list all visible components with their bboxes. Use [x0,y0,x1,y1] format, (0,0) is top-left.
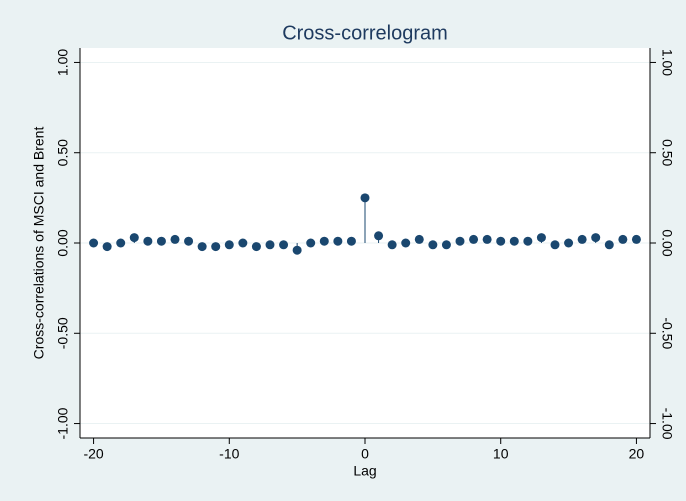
marker [143,236,153,246]
marker [156,236,166,246]
y-tick-label: -1.00 [55,407,71,439]
marker [591,233,601,243]
chart-title: Cross-correlogram [282,22,448,44]
marker [306,238,316,248]
y2-tick-label: 0.00 [659,229,675,256]
marker [211,242,221,252]
y-tick-label: -0.50 [55,317,71,349]
y-tick-label: 0.50 [55,139,71,166]
marker [224,240,234,250]
marker [89,238,99,248]
y-tick-label: 1.00 [55,49,71,76]
marker [523,236,533,246]
y-tick-label: 0.00 [55,229,71,256]
marker [455,236,465,246]
marker [401,238,411,248]
marker [374,231,384,241]
marker [116,238,126,248]
y-axis-label: Cross-correlations of MSCI and Brent [31,127,47,360]
y2-tick-label: -0.50 [659,317,675,349]
marker [333,236,343,246]
marker [469,234,479,244]
marker [631,234,641,244]
marker [360,193,370,203]
marker [319,236,329,246]
marker [441,240,451,250]
marker [604,240,614,250]
y2-tick-label: -1.00 [659,408,675,440]
marker [346,236,356,246]
marker [564,238,574,248]
marker [184,236,194,246]
marker [129,233,139,243]
marker [536,233,546,243]
marker [387,240,397,250]
x-tick-label: 10 [493,446,509,462]
marker [279,240,289,250]
y2-tick-label: 1.00 [659,49,675,76]
x-axis-label: Lag [353,463,376,479]
marker [428,240,438,250]
x-tick-label: -20 [83,446,103,462]
marker [509,236,519,246]
y2-tick-label: 0.50 [659,139,675,166]
marker [496,236,506,246]
marker [618,234,628,244]
marker [102,242,112,252]
x-tick-label: 20 [629,446,645,462]
marker [265,240,275,250]
marker [251,242,261,252]
x-tick-label: 0 [361,446,369,462]
marker [292,245,302,255]
x-tick-label: -10 [219,446,239,462]
marker [550,240,560,250]
marker [482,234,492,244]
marker [170,234,180,244]
marker [577,234,587,244]
marker [197,242,207,252]
marker [414,234,424,244]
marker [238,238,248,248]
